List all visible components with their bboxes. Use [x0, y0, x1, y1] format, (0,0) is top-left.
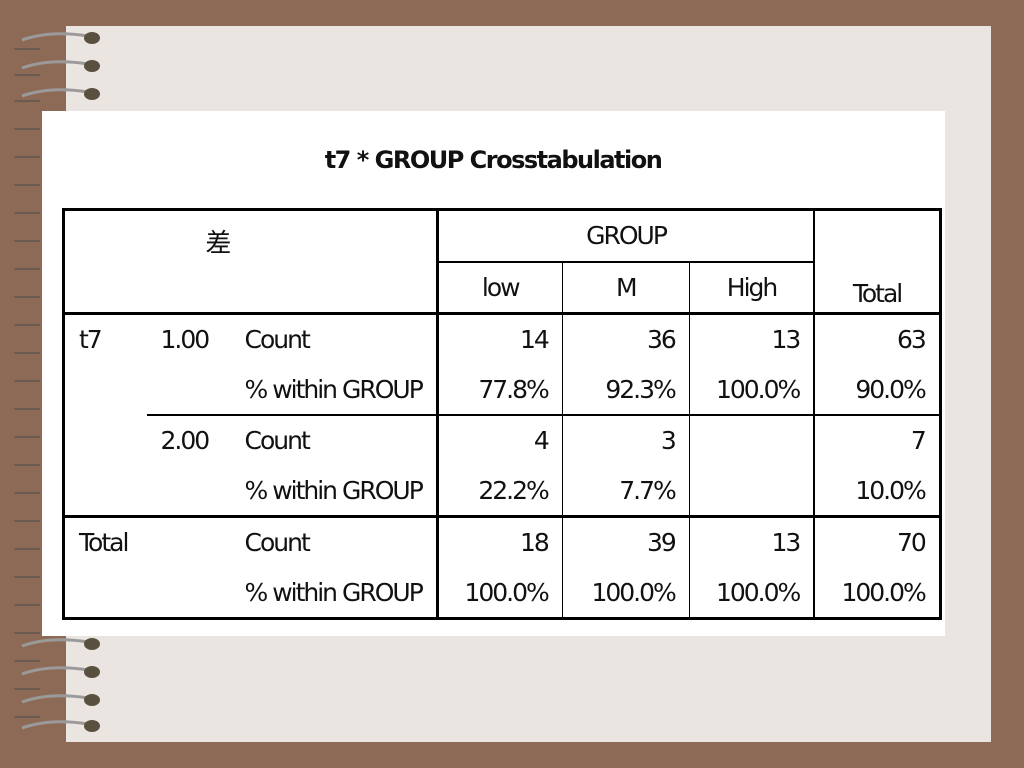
cell: 4 [437, 414, 563, 466]
cell: 13 [689, 515, 816, 568]
table-row: 2.00 Count 4 3 7 [62, 414, 942, 466]
row-level: 1.00 [160, 325, 211, 355]
cell: 18 [437, 515, 563, 568]
row-level [146, 515, 231, 568]
col-header-total: Total [813, 208, 942, 315]
row-level [146, 567, 231, 620]
row-var: t7 [62, 313, 147, 365]
cell: 90.0% [814, 364, 942, 415]
cell: 7.7% [562, 465, 690, 517]
row-level [147, 466, 231, 517]
cell: 100.0% [689, 567, 816, 620]
row-var: Total [62, 515, 147, 568]
cell: 36 [562, 313, 690, 365]
cell [689, 465, 816, 517]
group-header: GROUP [437, 208, 815, 263]
row-var [62, 465, 147, 517]
cell: 100.0% [814, 567, 942, 620]
corner-label: 差 [62, 208, 439, 315]
cell: 100.0% [562, 567, 690, 620]
cell: 77.8% [437, 364, 563, 415]
binder-ring-icon [21, 666, 100, 678]
binder-ring-icon [21, 694, 100, 706]
table-row: t7 1.00 Count 14 36 13 63 [62, 313, 942, 365]
binder-ring-icon [21, 60, 100, 72]
row-stat: Count [230, 313, 439, 365]
binder-ring-icon [21, 720, 100, 732]
row-level: 2.00 [146, 414, 231, 466]
cell: 7 [814, 414, 942, 466]
cell [689, 414, 816, 466]
binder-ring-icon [21, 88, 100, 100]
binder-ring-icon [21, 638, 100, 650]
cell: 100.0% [437, 567, 563, 620]
cell: 13 [689, 313, 816, 365]
col-header-low: low [437, 261, 563, 315]
cell: 10.0% [814, 465, 942, 517]
row-stat: Count [230, 414, 439, 466]
row-stat: % within GROUP [230, 364, 439, 415]
table-row: % within GROUP 100.0% 100.0% 100.0% 100.… [62, 567, 942, 620]
cell: 39 [562, 515, 690, 568]
cell: 22.2% [437, 465, 563, 517]
table-row: Total Count 18 39 13 70 [62, 515, 942, 568]
cell: 14 [437, 313, 563, 365]
row-stat: % within GROUP [230, 567, 439, 620]
cell: 92.3% [562, 364, 690, 415]
binder-ring-icon [21, 32, 100, 44]
cell: 3 [562, 414, 690, 466]
row-var [62, 415, 147, 466]
table-title: t7 * GROUP Crosstabulation [324, 146, 663, 174]
col-header-high: High [689, 261, 815, 315]
cell: 70 [814, 515, 942, 568]
row-level [147, 365, 231, 416]
cell: 63 [814, 313, 942, 365]
row-stat: Count [230, 515, 439, 568]
crosstab-table: 差 GROUP Total low M High t7 1.00 Count 1… [62, 208, 942, 620]
table-row: % within GROUP 22.2% 7.7% 10.0% [62, 465, 942, 517]
spiral-binding [0, 0, 66, 768]
table-header-row: low M High [64, 261, 941, 315]
cell: 100.0% [689, 364, 816, 415]
row-var [62, 567, 147, 620]
table-header-row: 差 GROUP Total [62, 208, 942, 315]
row-var [62, 364, 147, 415]
row-stat: % within GROUP [230, 465, 439, 517]
table-row: % within GROUP 77.8% 92.3% 100.0% 90.0% [62, 364, 942, 416]
col-header-m: M [562, 261, 690, 315]
